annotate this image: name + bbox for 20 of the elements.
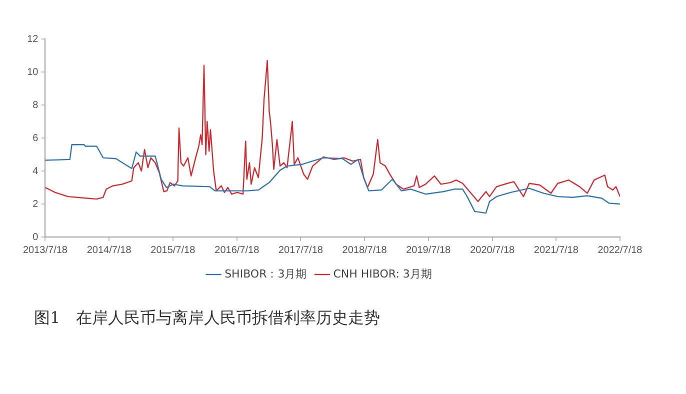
legend-label: CNH HIBOR: 3月期 (333, 267, 432, 280)
x-tick-label: 2019/7/18 (406, 244, 452, 256)
y-tick-label: 12 (27, 34, 39, 45)
x-tick-label: 2018/7/18 (342, 244, 388, 256)
x-tick-label: 2017/7/18 (278, 244, 324, 256)
x-tick-label: 2013/7/18 (22, 244, 68, 256)
x-tick-label: 2015/7/18 (150, 244, 196, 256)
legend-label: SHIBOR：3月期 (224, 267, 307, 280)
y-tick-label: 6 (32, 132, 39, 144)
x-tick-label: 2022/7/18 (598, 244, 643, 256)
x-tick-label: 2021/7/18 (534, 244, 579, 256)
x-tick-label: 2014/7/18 (86, 244, 132, 256)
y-tick-label: 4 (32, 166, 39, 177)
y-tick-label: 0 (32, 232, 39, 243)
text: 图1 在岸人民币与离岸人民币拆借利率历史走势 (34, 308, 380, 329)
y-tick-label: 2 (32, 198, 39, 210)
x-tick-label: 2020/7/18 (470, 244, 516, 256)
y-tick-label: 8 (32, 100, 39, 111)
x-tick-label: 2016/7/18 (214, 244, 260, 256)
y-tick-label: 10 (27, 66, 39, 78)
